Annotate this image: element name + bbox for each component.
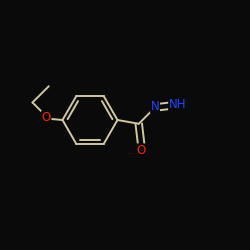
Text: N: N	[150, 100, 159, 113]
Text: NH: NH	[169, 98, 186, 111]
Text: O: O	[136, 144, 146, 157]
Text: O: O	[42, 111, 51, 124]
